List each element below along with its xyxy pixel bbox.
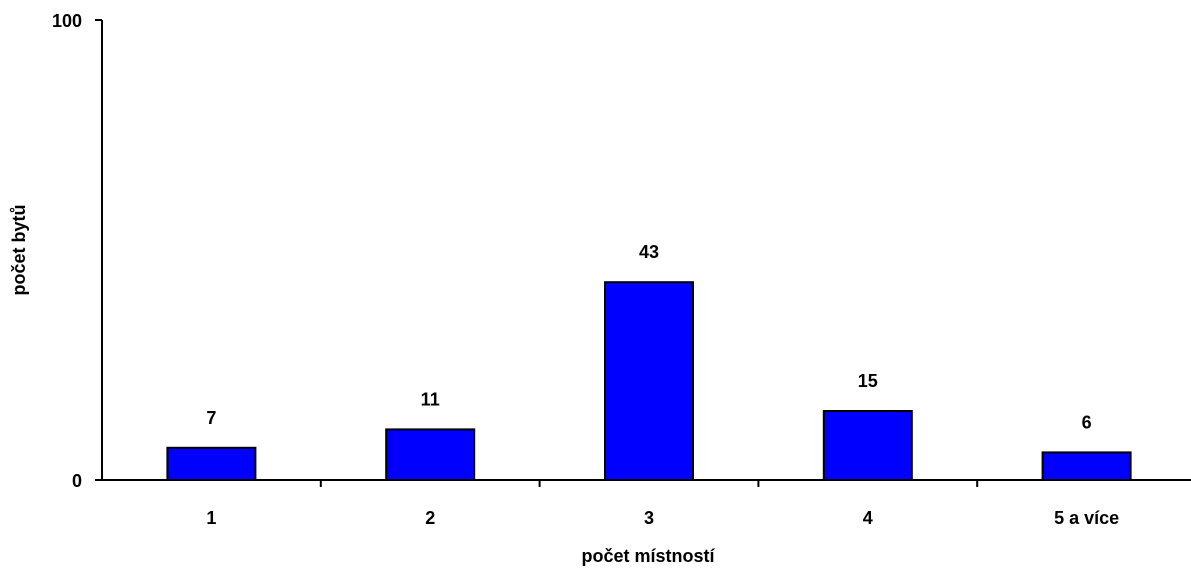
bars-group xyxy=(166,281,1132,482)
bar-5 xyxy=(1041,451,1132,481)
bar-3 xyxy=(604,281,694,482)
bar-4 xyxy=(822,410,913,481)
axes-group xyxy=(101,20,1191,481)
bar-2 xyxy=(385,428,476,481)
data-label: 43 xyxy=(639,242,659,262)
x-tick-label: 3 xyxy=(644,508,654,528)
x-tick-label: 4 xyxy=(863,508,873,528)
x-axis-title: počet místností xyxy=(581,546,715,566)
y-tick-label: 0 xyxy=(72,471,82,491)
x-tick-label: 1 xyxy=(206,508,216,528)
x-tick-label: 2 xyxy=(425,508,435,528)
data-label: 11 xyxy=(421,389,440,409)
x-tick-label: 5 a více xyxy=(1054,508,1119,528)
data-label: 6 xyxy=(1082,412,1092,432)
y-axis-title: počet bytů xyxy=(9,204,29,295)
bar-1 xyxy=(166,446,257,481)
ticks-group xyxy=(95,19,979,487)
data-label: 15 xyxy=(858,371,878,391)
data-label: 7 xyxy=(206,408,216,428)
y-tick-label: 100 xyxy=(52,11,82,31)
